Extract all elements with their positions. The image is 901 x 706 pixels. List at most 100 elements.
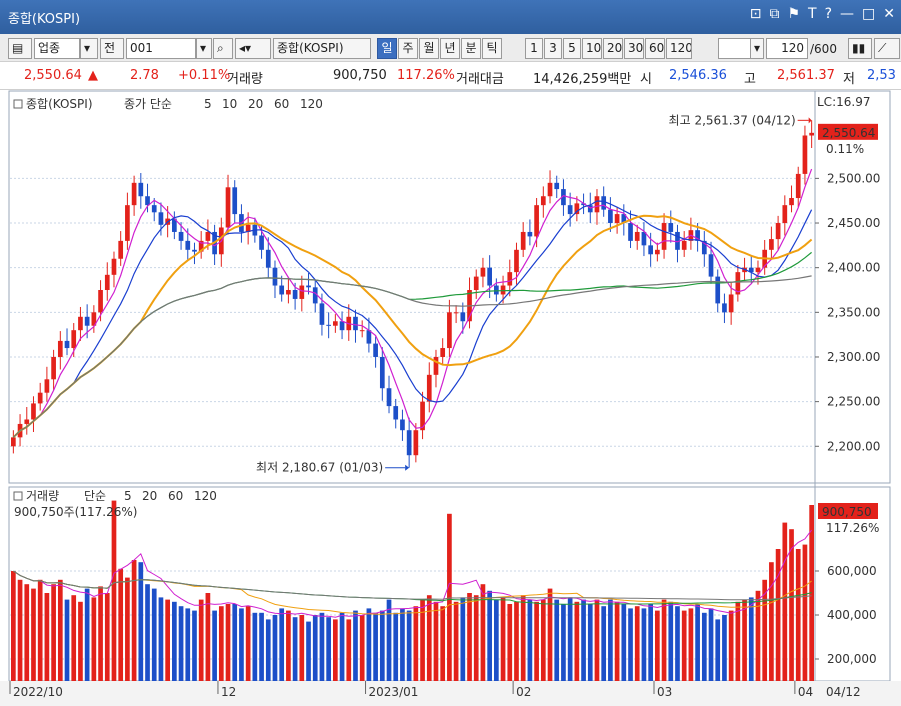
period-tab-1[interactable]: 주 bbox=[398, 38, 418, 59]
volume-bar bbox=[279, 608, 285, 681]
pin-icon[interactable]: ⚑ bbox=[787, 6, 801, 22]
price-tick-label: 2,500.00 bbox=[827, 171, 880, 185]
volume-bar bbox=[71, 595, 77, 681]
interval-tab-30[interactable]: 30 bbox=[624, 38, 644, 59]
candle bbox=[373, 343, 378, 357]
candle bbox=[265, 249, 271, 268]
volume-bar bbox=[601, 606, 607, 681]
period-tab-4[interactable]: 분 bbox=[461, 38, 481, 59]
name-field[interactable]: 종합(KOSPI) bbox=[273, 38, 371, 59]
candle bbox=[64, 340, 70, 349]
low-value: 2,53 bbox=[867, 68, 896, 83]
bar-chart-icon[interactable]: ▮▮ bbox=[848, 38, 872, 59]
period-tab-2[interactable]: 월 bbox=[419, 38, 439, 59]
interval-tab-10[interactable]: 10 bbox=[582, 38, 602, 59]
high-label: 고 bbox=[744, 72, 756, 87]
interval-tab-5[interactable]: 5 bbox=[563, 38, 581, 59]
menu-icon[interactable]: ▤ bbox=[8, 38, 32, 59]
volume-bar bbox=[668, 601, 674, 681]
stock-chart[interactable]: 2,200.00 2,250.00 2,300.00 2,350.00 2,400.00… bbox=[0, 90, 901, 706]
price-tick-label: 2,400.00 bbox=[827, 261, 880, 275]
market-select[interactable]: 업종 bbox=[34, 38, 80, 59]
ma120-line bbox=[12, 275, 812, 438]
candle bbox=[353, 316, 358, 331]
low-annotation: 최저 2,180.67 (01/03) bbox=[256, 461, 383, 475]
interval-tab-20[interactable]: 20 bbox=[603, 38, 623, 59]
price-legend-ma10: 10 bbox=[222, 97, 237, 111]
candle bbox=[406, 430, 412, 456]
volume-value: 900,750 bbox=[333, 68, 387, 83]
interval-tab-1[interactable]: 1 bbox=[525, 38, 543, 59]
volume-bar bbox=[762, 579, 768, 681]
volume-bar bbox=[755, 590, 761, 681]
volume-bar bbox=[31, 588, 36, 681]
volume-bar bbox=[205, 593, 211, 681]
sound-icon[interactable]: ◂▾ bbox=[235, 38, 271, 59]
period-tab-5[interactable]: 틱 bbox=[482, 38, 502, 59]
candle bbox=[527, 231, 533, 237]
volume-bar bbox=[64, 599, 70, 681]
help-icon[interactable]: ? bbox=[824, 6, 833, 22]
interval-tab-3[interactable]: 3 bbox=[544, 38, 562, 59]
candle bbox=[91, 312, 97, 326]
candle bbox=[554, 182, 560, 190]
volume-bar bbox=[527, 599, 533, 681]
amount-value: 14,426,259백만 bbox=[533, 72, 632, 87]
price-tick-label: 2,300.00 bbox=[827, 350, 880, 364]
maximize-icon[interactable]: □ bbox=[862, 6, 876, 22]
count-input[interactable]: 120 bbox=[766, 38, 808, 59]
last-price-pct: 0.11% bbox=[826, 142, 864, 156]
candle bbox=[728, 294, 734, 313]
market-dropdown-icon[interactable]: ▾ bbox=[80, 38, 98, 59]
interval-tab-120[interactable]: 120 bbox=[666, 38, 692, 59]
volume-bar bbox=[426, 595, 432, 681]
price-legend-ma20: 20 bbox=[248, 97, 263, 111]
prev-button[interactable]: 전 bbox=[100, 38, 124, 59]
volume-bar bbox=[286, 610, 291, 681]
code-input[interactable]: 001 bbox=[126, 38, 196, 59]
period-tab-3[interactable]: 년 bbox=[440, 38, 460, 59]
volume-bar bbox=[198, 599, 204, 681]
volume-bar bbox=[232, 604, 238, 681]
candle bbox=[31, 403, 36, 420]
volume-bar bbox=[735, 601, 741, 681]
candle bbox=[460, 312, 466, 322]
candle bbox=[722, 303, 727, 313]
candle bbox=[420, 401, 425, 431]
interval-dropdown-icon[interactable]: ▾ bbox=[750, 38, 764, 59]
price-legend-ma120: 120 bbox=[300, 97, 323, 111]
font-icon[interactable]: T bbox=[808, 6, 817, 22]
search-icon[interactable]: ⌕ bbox=[213, 38, 233, 59]
high-value: 2,561.37 bbox=[777, 68, 835, 83]
volume-bar bbox=[681, 610, 687, 681]
volume-bar bbox=[675, 606, 680, 681]
volume-bar bbox=[608, 599, 613, 681]
window-controls: ⊡ ⧉ ⚑ T ? — □ ✕ bbox=[750, 6, 895, 22]
open-label: 시 bbox=[640, 72, 652, 87]
popout-icon[interactable]: ⧉ bbox=[769, 6, 780, 22]
candle bbox=[447, 312, 452, 349]
code-dropdown-icon[interactable]: ▾ bbox=[196, 38, 212, 59]
volume-bar bbox=[514, 601, 519, 681]
interval-tab-60[interactable]: 60 bbox=[645, 38, 665, 59]
line-chart-icon[interactable]: ⟋ bbox=[874, 38, 900, 59]
volume-legend-ma60: 60 bbox=[168, 489, 183, 503]
close-icon[interactable]: ✕ bbox=[883, 6, 895, 22]
layout-icon[interactable]: ⊡ bbox=[749, 6, 762, 22]
date-axis-band bbox=[0, 681, 901, 706]
candle bbox=[78, 316, 83, 331]
volume-bar bbox=[467, 593, 472, 681]
minimize-icon[interactable]: — bbox=[840, 6, 855, 22]
volume-bar bbox=[178, 606, 184, 681]
volume-bar bbox=[259, 612, 264, 681]
legend-toggle-icon bbox=[13, 99, 23, 109]
volume-legend-ma5: 5 bbox=[124, 489, 132, 503]
volume-bar bbox=[272, 615, 278, 681]
volume-bar bbox=[621, 604, 627, 681]
volume-bar bbox=[782, 522, 788, 681]
volume-bar bbox=[460, 597, 466, 681]
period-tab-0[interactable]: 일 bbox=[377, 38, 397, 59]
candle bbox=[279, 285, 285, 295]
volume-legend-toggle-icon bbox=[13, 491, 23, 501]
volume-bar bbox=[138, 562, 144, 681]
